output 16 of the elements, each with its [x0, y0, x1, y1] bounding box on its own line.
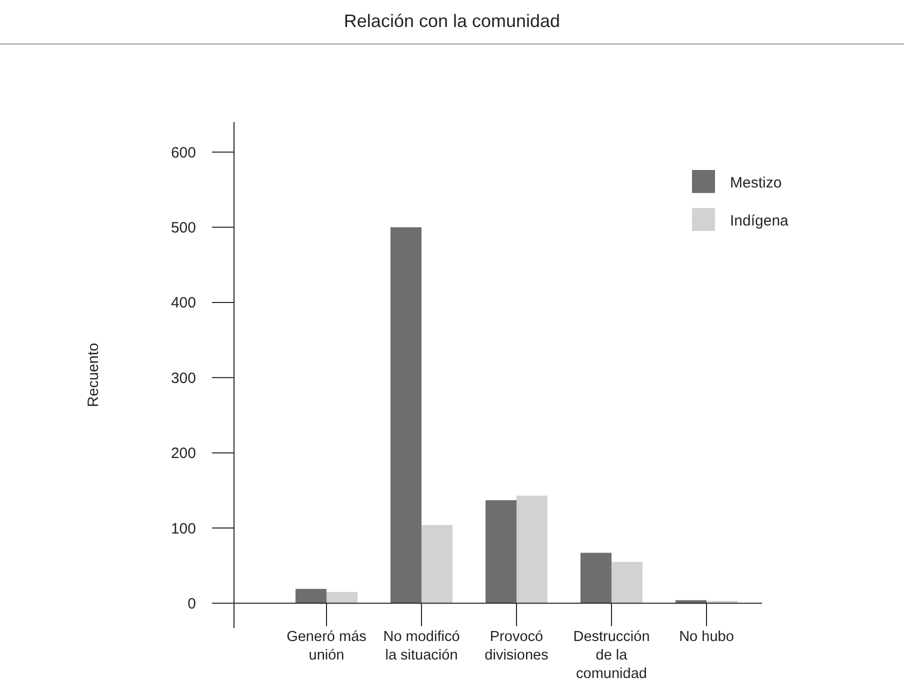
- x-tick-label: Generó más unión: [286, 629, 366, 664]
- y-tick-label: 200: [170, 445, 196, 462]
- y-tick-label: 400: [170, 294, 196, 312]
- x-tick-label: Provocó divisiones: [484, 629, 548, 664]
- x-tick-label: No modificó la situación: [383, 629, 460, 664]
- y-tick-label: 500: [170, 220, 196, 237]
- y-tick-label: 0: [188, 595, 196, 612]
- x-tick-label: Destrucción de la comunidad: [573, 629, 650, 682]
- chart-title: Relación con la comunidad: [344, 11, 560, 31]
- y-tick-label: 100: [170, 520, 196, 538]
- y-tick-label: 300: [170, 370, 196, 387]
- x-tick-label: No hubo: [679, 629, 734, 646]
- y-tick-label: 600: [170, 144, 196, 162]
- y-axis-title: Recuento: [85, 342, 102, 408]
- legend-label: Mestizo: [730, 174, 782, 192]
- legend-label: Indígena: [730, 212, 790, 230]
